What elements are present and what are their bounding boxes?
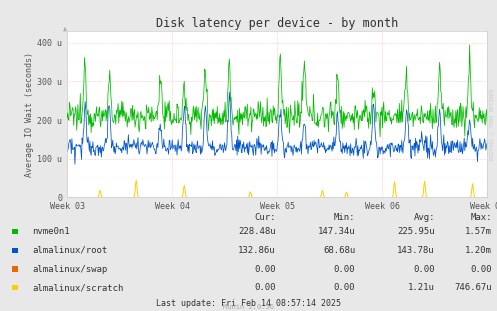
Text: RRDTOOL / TOBI OETIKER: RRDTOOL / TOBI OETIKER xyxy=(490,89,495,160)
Text: 132.86u: 132.86u xyxy=(238,246,276,255)
Text: 0.00: 0.00 xyxy=(334,265,355,273)
Text: 0.00: 0.00 xyxy=(471,265,492,273)
Text: Cur:: Cur: xyxy=(254,213,276,222)
Text: almalinux/scratch: almalinux/scratch xyxy=(32,283,124,292)
Text: 0.00: 0.00 xyxy=(254,283,276,292)
Y-axis label: Average IO Wait (seconds): Average IO Wait (seconds) xyxy=(25,52,34,177)
Text: 68.68u: 68.68u xyxy=(323,246,355,255)
Text: 1.57m: 1.57m xyxy=(465,227,492,236)
Text: 1.20m: 1.20m xyxy=(465,246,492,255)
Text: Min:: Min: xyxy=(334,213,355,222)
Text: 0.00: 0.00 xyxy=(254,265,276,273)
Text: almalinux/swap: almalinux/swap xyxy=(32,265,107,273)
Text: 746.67u: 746.67u xyxy=(454,283,492,292)
Text: Munin 2.0.56: Munin 2.0.56 xyxy=(223,304,274,310)
Text: Avg:: Avg: xyxy=(414,213,435,222)
Text: 147.34u: 147.34u xyxy=(318,227,355,236)
Title: Disk latency per device - by month: Disk latency per device - by month xyxy=(156,17,398,30)
Text: 0.00: 0.00 xyxy=(334,283,355,292)
Text: 143.78u: 143.78u xyxy=(397,246,435,255)
Text: 1.21u: 1.21u xyxy=(408,283,435,292)
Text: nvme0n1: nvme0n1 xyxy=(32,227,70,236)
Text: Max:: Max: xyxy=(471,213,492,222)
Text: almalinux/root: almalinux/root xyxy=(32,246,107,255)
Text: 225.95u: 225.95u xyxy=(397,227,435,236)
Text: 0.00: 0.00 xyxy=(414,265,435,273)
Text: Last update: Fri Feb 14 08:57:14 2025: Last update: Fri Feb 14 08:57:14 2025 xyxy=(156,299,341,308)
Text: 228.48u: 228.48u xyxy=(238,227,276,236)
